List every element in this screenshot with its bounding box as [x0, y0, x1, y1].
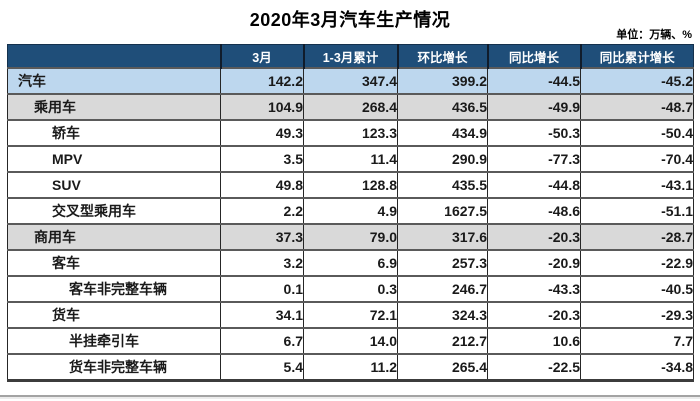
table-row: 客车 3.2 6.9 257.3 -20.9 -22.9: [7, 249, 694, 276]
value-cell: 6.7: [220, 327, 304, 354]
row-label: 半挂牵引车: [7, 327, 221, 354]
value-cell: 435.5: [397, 171, 488, 198]
table-body: 汽车 142.2 347.4 399.2 -44.5 -45.2 乘用车 104.9 268.4…: [7, 67, 694, 382]
value-cell: -29.3: [580, 301, 694, 328]
value-cell: 72.1: [303, 301, 398, 328]
row-label: 轿车: [7, 119, 221, 146]
column-header: 环比增长: [396, 44, 488, 69]
value-cell: 434.9: [397, 119, 488, 146]
value-cell: 4.9: [303, 197, 398, 224]
value-cell: 6.9: [303, 249, 398, 276]
value-cell: 11.2: [303, 353, 398, 382]
value-cell: -43.3: [487, 275, 581, 302]
value-cell: -28.7: [580, 223, 694, 250]
row-label: 货车: [7, 301, 221, 328]
value-cell: -45.2: [580, 67, 694, 94]
column-header: 同比增长: [486, 44, 581, 69]
value-cell: 49.3: [220, 119, 304, 146]
value-cell: -51.1: [580, 197, 694, 224]
row-label: 汽车: [7, 67, 221, 94]
value-cell: 49.8: [220, 171, 304, 198]
table-row: 汽车 142.2 347.4 399.2 -44.5 -45.2: [7, 67, 694, 94]
value-cell: -48.7: [580, 93, 694, 120]
value-cell: -22.5: [487, 353, 581, 382]
value-cell: 104.9: [220, 93, 304, 120]
row-label: 交叉型乘用车: [7, 197, 221, 224]
value-cell: 79.0: [303, 223, 398, 250]
value-cell: -34.8: [580, 353, 694, 382]
value-cell: 290.9: [397, 145, 488, 172]
production-table: 3月 1-3月累计 环比增长 同比增长 同比累计增长 汽车 142.2 347.4 399.2…: [7, 44, 694, 382]
row-label: 客车非完整车辆: [7, 275, 221, 302]
value-cell: 324.3: [397, 301, 488, 328]
bottom-divider: [0, 395, 700, 397]
value-cell: 347.4: [303, 67, 398, 94]
value-cell: -40.5: [580, 275, 694, 302]
table-row: 乘用车 104.9 268.4 436.5 -49.9 -48.7: [7, 93, 694, 120]
row-label: 乘用车: [7, 93, 221, 120]
value-cell: 128.8: [303, 171, 398, 198]
table-row: MPV 3.5 11.4 290.9 -77.3 -70.4: [7, 145, 694, 172]
value-cell: 123.3: [303, 119, 398, 146]
value-cell: 11.4: [303, 145, 398, 172]
value-cell: 265.4: [397, 353, 488, 382]
value-cell: 1627.5: [397, 197, 488, 224]
row-label: MPV: [7, 145, 221, 172]
column-header: 同比累计增长: [579, 44, 694, 69]
value-cell: -20.3: [487, 301, 581, 328]
table-row: 轿车 49.3 123.3 434.9 -50.3 -50.4: [7, 119, 694, 146]
value-cell: -44.5: [487, 67, 581, 94]
table-row: 货车非完整车辆 5.4 11.2 265.4 -22.5 -34.8: [7, 353, 694, 382]
row-label: 货车非完整车辆: [7, 353, 221, 382]
value-cell: -48.6: [487, 197, 581, 224]
value-cell: 212.7: [397, 327, 488, 354]
table-row: 商用车 37.3 79.0 317.6 -20.3 -28.7: [7, 223, 694, 250]
table-row: 交叉型乘用车 2.2 4.9 1627.5 -48.6 -51.1: [7, 197, 694, 224]
value-cell: -20.3: [487, 223, 581, 250]
column-header: 1-3月累计: [302, 44, 398, 69]
value-cell: -50.4: [580, 119, 694, 146]
unit-note: 单位：万辆、%: [616, 29, 692, 41]
value-cell: -22.9: [580, 249, 694, 276]
value-cell: -20.9: [487, 249, 581, 276]
value-cell: -77.3: [487, 145, 581, 172]
value-cell: 0.3: [303, 275, 398, 302]
page-title: 2020年3月汽车生产情况: [249, 10, 451, 30]
value-cell: 436.5: [397, 93, 488, 120]
value-cell: 0.1: [220, 275, 304, 302]
value-cell: 268.4: [303, 93, 398, 120]
value-cell: 2.2: [220, 197, 304, 224]
value-cell: 5.4: [220, 353, 304, 382]
value-cell: 37.3: [220, 223, 304, 250]
row-label: 商用车: [7, 223, 221, 250]
value-cell: 317.6: [397, 223, 488, 250]
value-cell: 3.2: [220, 249, 304, 276]
corner-cell: [7, 44, 221, 69]
value-cell: -49.9: [487, 93, 581, 120]
value-cell: 14.0: [303, 327, 398, 354]
table-row: 客车非完整车辆 0.1 0.3 246.7 -43.3 -40.5: [7, 275, 694, 302]
header-row: 3月 1-3月累计 环比增长 同比增长 同比累计增长: [7, 44, 694, 69]
table-row: 半挂牵引车 6.7 14.0 212.7 10.6 7.7: [7, 327, 694, 354]
column-header: 3月: [219, 44, 304, 69]
value-cell: 10.6: [487, 327, 581, 354]
value-cell: 7.7: [580, 327, 694, 354]
value-cell: -43.1: [580, 171, 694, 198]
value-cell: 142.2: [220, 67, 304, 94]
value-cell: 34.1: [220, 301, 304, 328]
row-label: SUV: [7, 171, 221, 198]
value-cell: -50.3: [487, 119, 581, 146]
value-cell: 246.7: [397, 275, 488, 302]
table-row: SUV 49.8 128.8 435.5 -44.8 -43.1: [7, 171, 694, 198]
value-cell: -44.8: [487, 171, 581, 198]
value-cell: 3.5: [220, 145, 304, 172]
value-cell: 399.2: [397, 67, 488, 94]
value-cell: -70.4: [580, 145, 694, 172]
table-header: 3月 1-3月累计 环比增长 同比增长 同比累计增长: [7, 44, 694, 69]
row-label: 客车: [7, 249, 221, 276]
table-row: 货车 34.1 72.1 324.3 -20.3 -29.3: [7, 301, 694, 328]
value-cell: 257.3: [397, 249, 488, 276]
